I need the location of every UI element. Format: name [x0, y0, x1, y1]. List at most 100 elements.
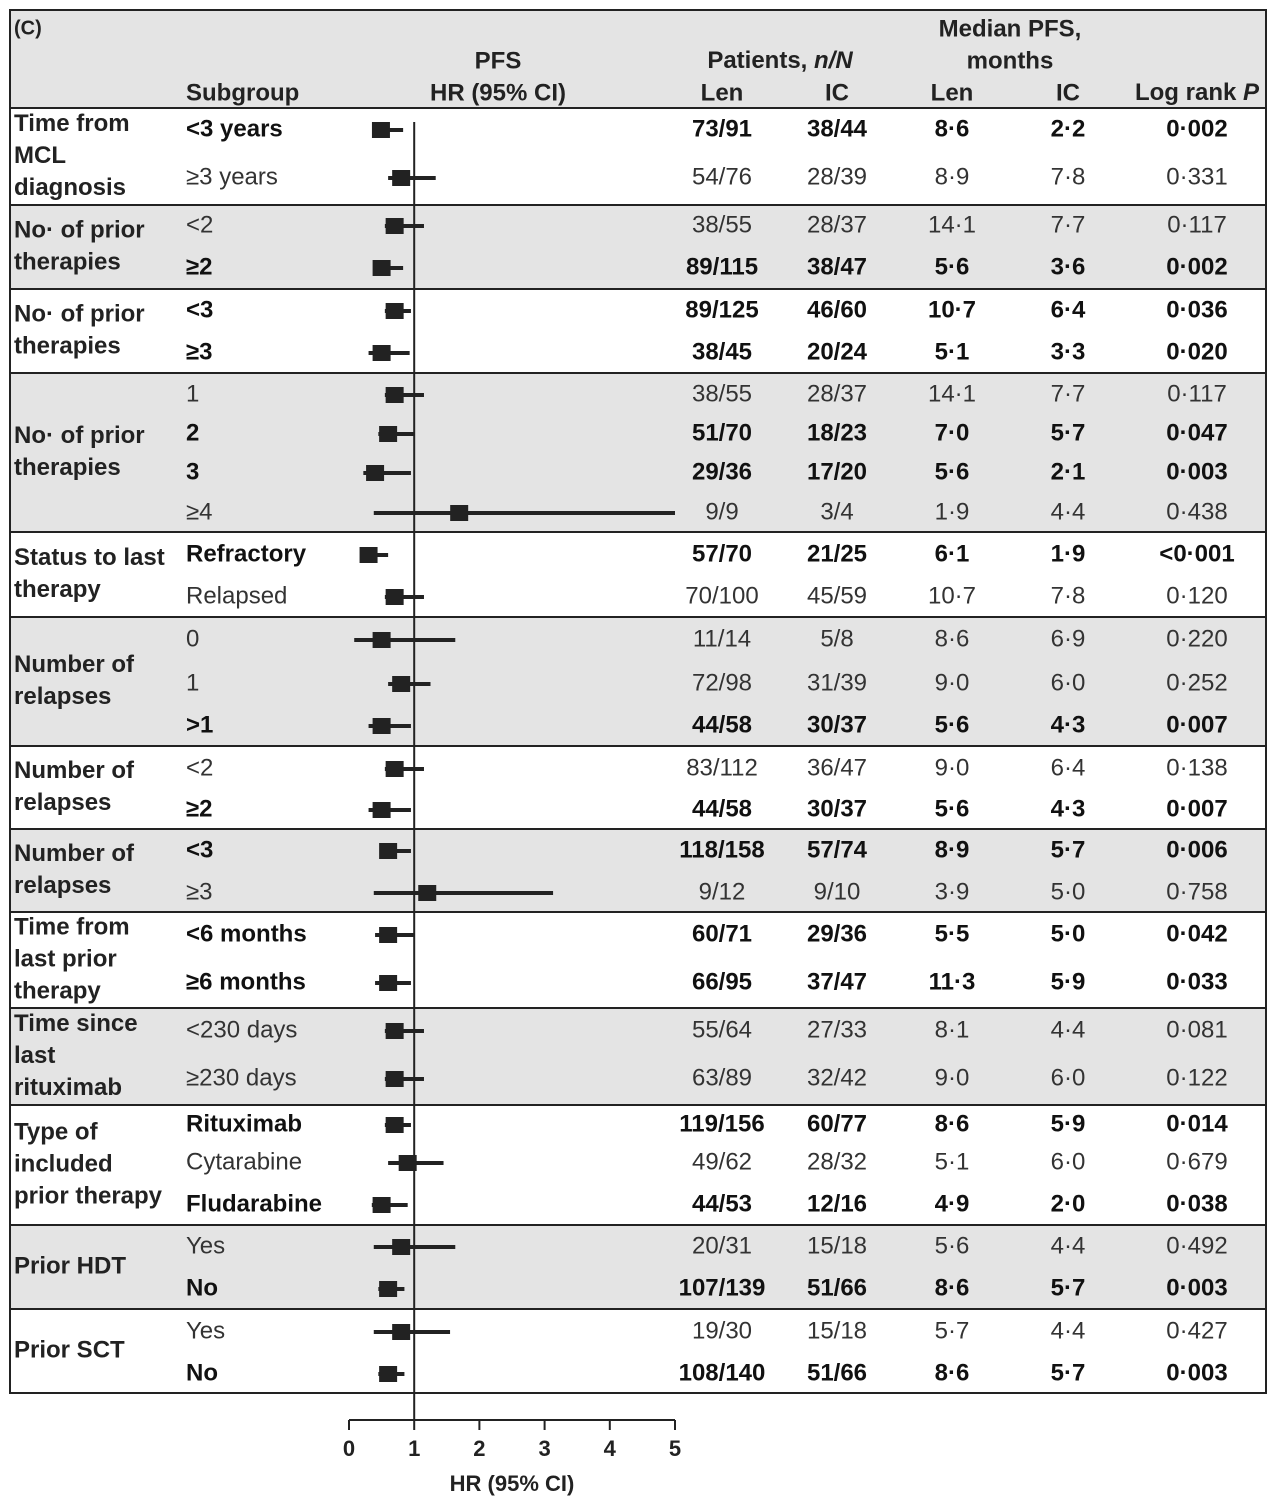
table-cell: 38/45	[692, 338, 752, 365]
table-cell: 5·9	[1051, 968, 1086, 995]
table-cell: 0·042	[1166, 920, 1227, 947]
table-cell: 0·138	[1166, 754, 1227, 781]
group-label: therapy	[14, 977, 101, 1004]
group-band	[10, 1309, 1266, 1393]
table-cell: 5·6	[935, 795, 970, 822]
group-label: therapies	[14, 332, 121, 359]
table-cell: 1·9	[1051, 540, 1086, 567]
subgroup-label: ≥3	[186, 338, 213, 365]
table-cell: 60/77	[807, 1110, 867, 1137]
table-cell: 0·679	[1166, 1148, 1227, 1175]
subgroup-label: ≥3	[186, 878, 213, 905]
hr-estimate	[379, 843, 398, 859]
table-cell: 5·1	[935, 338, 970, 365]
median-header: Median PFS,	[939, 15, 1082, 42]
table-cell: 28/37	[807, 211, 867, 238]
table-cell: 5·5	[935, 920, 970, 947]
table-cell: 119/156	[679, 1110, 764, 1137]
hr-estimate	[379, 927, 398, 943]
x-tick-label: 5	[669, 1436, 681, 1461]
subgroup-label: ≥230 days	[186, 1064, 297, 1091]
subgroup-label: <2	[186, 754, 213, 781]
table-cell: 8·6	[935, 1359, 970, 1386]
table-cell: 7·8	[1051, 582, 1086, 609]
subgroup-label: >1	[186, 711, 213, 738]
table-cell: 8·6	[935, 625, 970, 652]
table-cell: 0·020	[1166, 338, 1227, 365]
table-cell: 31/39	[807, 669, 867, 696]
group-label: relapses	[14, 872, 111, 899]
hr-estimate	[385, 1071, 404, 1087]
table-cell: 118/158	[679, 836, 764, 863]
patients-unit: n/N	[814, 47, 853, 74]
table-cell: 12/16	[807, 1190, 867, 1217]
table-cell: 4·3	[1051, 711, 1086, 738]
subgroup-label: <6 months	[186, 920, 307, 947]
table-cell: 9·0	[935, 669, 970, 696]
hr-estimate	[366, 465, 385, 481]
table-cell: 44/53	[692, 1190, 752, 1217]
hr-estimate	[392, 676, 411, 692]
hr-estimate	[371, 122, 390, 138]
group-label: diagnosis	[14, 174, 126, 201]
table-cell: 2·0	[1051, 1190, 1086, 1217]
group-label: Status to last	[14, 544, 165, 571]
table-cell: 5·0	[1051, 920, 1086, 947]
group-label: MCL	[14, 142, 66, 169]
group-label: relapses	[14, 789, 111, 816]
table-cell: <0·001	[1159, 540, 1234, 567]
table-cell: 2·1	[1051, 458, 1086, 485]
table-cell: 5·7	[1051, 419, 1086, 446]
table-cell: 1·9	[935, 498, 970, 525]
table-cell: 14·1	[928, 211, 976, 238]
table-cell: 46/60	[807, 296, 867, 323]
table-cell: 0·081	[1166, 1016, 1227, 1043]
table-cell: 11·3	[929, 968, 976, 995]
x-tick-label: 0	[343, 1436, 355, 1461]
len-header: Len	[701, 79, 744, 106]
table-cell: 7·0	[935, 419, 970, 446]
group-label: Time from	[14, 913, 130, 940]
table-cell: 0·036	[1166, 296, 1227, 323]
table-cell: 30/37	[807, 711, 867, 738]
group-band	[10, 1105, 1266, 1225]
hr-estimate	[379, 1281, 398, 1297]
subgroup-label: ≥2	[186, 253, 213, 280]
table-cell: 44/58	[692, 711, 752, 738]
table-cell: 0·047	[1166, 419, 1227, 446]
group-label: No· of prior	[14, 216, 145, 243]
panel-label: (C)	[14, 17, 42, 39]
table-cell: 28/39	[807, 163, 867, 190]
table-cell: 28/37	[807, 380, 867, 407]
group-band	[10, 617, 1266, 746]
group-band	[10, 829, 1266, 912]
subgroup-label: 0	[186, 625, 199, 652]
table-cell: 6·0	[1051, 669, 1086, 696]
table-cell: 55/64	[692, 1016, 752, 1043]
subgroup-header: Subgroup	[186, 79, 299, 106]
table-cell: 9·0	[935, 1064, 970, 1091]
hr-estimate	[372, 718, 391, 734]
table-cell: 9/12	[699, 878, 746, 905]
group-label: prior therapy	[14, 1182, 163, 1209]
table-cell: 4·4	[1051, 1317, 1086, 1344]
table-cell: 38/44	[807, 115, 868, 142]
hr-estimate	[385, 761, 404, 777]
table-cell: 4·9	[935, 1190, 970, 1217]
table-cell: 66/95	[692, 968, 752, 995]
table-cell: 51/66	[807, 1274, 867, 1301]
hr-estimate	[392, 1324, 411, 1340]
table-cell: 6·1	[935, 540, 970, 567]
subgroup-label: No	[186, 1359, 218, 1386]
ic-header: IC	[825, 79, 849, 106]
group-label: last prior	[14, 945, 117, 972]
table-cell: 11/14	[693, 625, 751, 652]
table-cell: 0·003	[1166, 458, 1227, 485]
table-cell: 17/20	[807, 458, 867, 485]
table-cell: 72/98	[692, 669, 752, 696]
hr-estimate	[359, 547, 378, 563]
group-band	[10, 532, 1266, 617]
subgroup-label: 1	[186, 380, 199, 407]
table-cell: 0·252	[1166, 669, 1227, 696]
median-ic-header: IC	[1056, 79, 1080, 106]
